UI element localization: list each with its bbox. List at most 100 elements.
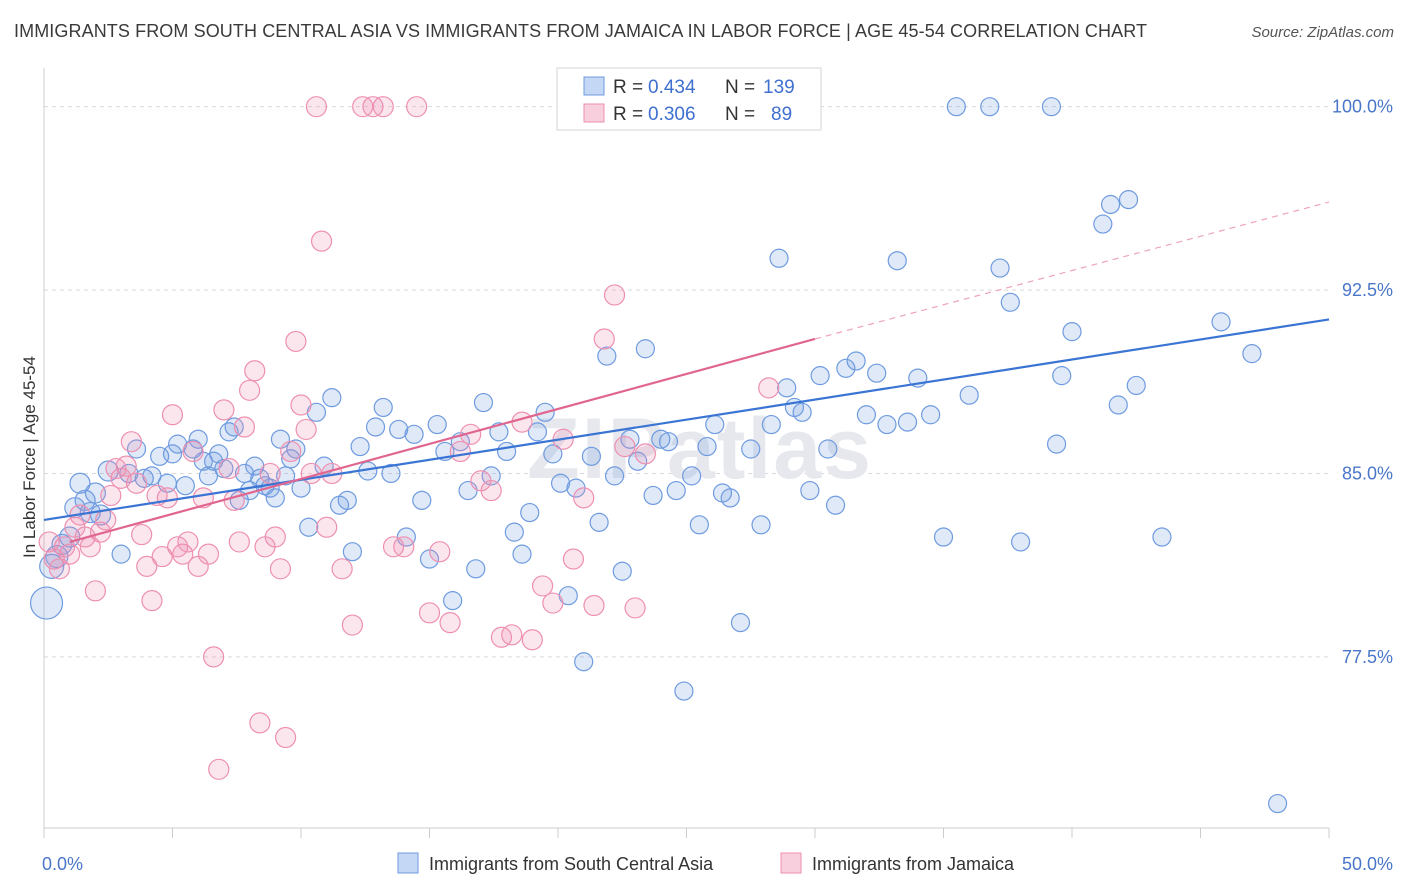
- data-point: [867, 363, 887, 383]
- data-point: [856, 405, 877, 425]
- data-point: [1152, 527, 1172, 547]
- legend-r-label-2: R =: [613, 104, 643, 125]
- legend-r-label-1: R =: [613, 77, 643, 98]
- data-point: [542, 592, 564, 614]
- data-point: [480, 479, 502, 502]
- data-point: [264, 526, 286, 548]
- data-point: [249, 712, 271, 734]
- data-point: [151, 545, 173, 568]
- data-point: [393, 536, 415, 558]
- data-point: [95, 509, 117, 531]
- data-point: [97, 460, 119, 482]
- legend-n-value-1: 139: [763, 77, 795, 98]
- data-point: [689, 515, 709, 535]
- axes: [43, 68, 1330, 838]
- legend-r-value-1: 0.434: [648, 77, 696, 98]
- data-point: [751, 515, 771, 535]
- data-point: [612, 561, 632, 581]
- data-point: [350, 436, 370, 457]
- series-south-central-asia-points: [29, 97, 1288, 814]
- data-point: [761, 414, 781, 435]
- data-point: [182, 440, 204, 463]
- data-point: [520, 502, 540, 523]
- data-point: [48, 558, 71, 580]
- data-point: [218, 457, 240, 480]
- data-point: [183, 439, 203, 459]
- data-point: [136, 555, 158, 577]
- data-point: [597, 346, 617, 366]
- chart-title: IMMIGRANTS FROM SOUTH CENTRAL ASIA VS IM…: [14, 21, 1148, 41]
- data-point: [125, 472, 148, 494]
- data-point: [628, 451, 648, 471]
- data-point: [651, 429, 671, 449]
- data-point: [466, 559, 486, 579]
- data-point: [141, 589, 163, 612]
- bottom-legend-label-pink: Immigrants from Jamaica: [812, 854, 1015, 874]
- data-point: [228, 531, 250, 553]
- data-point: [887, 251, 907, 271]
- data-point: [172, 543, 194, 565]
- bottom-legend-swatch-pink: [780, 852, 802, 874]
- data-point: [406, 96, 428, 118]
- data-point: [1041, 97, 1062, 117]
- data-point: [316, 516, 338, 538]
- data-point: [111, 544, 131, 564]
- data-point: [162, 444, 183, 464]
- data-point: [198, 466, 219, 486]
- data-point: [1010, 532, 1031, 552]
- data-point: [603, 284, 626, 306]
- data-point: [373, 397, 393, 418]
- data-point: [705, 414, 725, 435]
- bottom-legend: Immigrants from South Central Asia Immig…: [397, 852, 1015, 874]
- data-point: [543, 444, 563, 464]
- data-point: [265, 488, 285, 508]
- data-point: [550, 473, 571, 493]
- data-point: [389, 419, 409, 440]
- data-point: [1211, 312, 1231, 332]
- data-point: [192, 487, 214, 509]
- data-point: [203, 646, 225, 668]
- data-point: [674, 681, 694, 701]
- data-point: [418, 602, 441, 624]
- legend-n-label-2: N =: [725, 104, 755, 125]
- data-point: [69, 472, 91, 494]
- data-point: [497, 441, 517, 462]
- data-point: [614, 435, 636, 458]
- data-point: [643, 485, 663, 506]
- legend-swatch-blue: [583, 76, 605, 96]
- data-point: [310, 230, 333, 252]
- data-point: [213, 399, 235, 421]
- data-point: [120, 431, 142, 453]
- data-point: [473, 392, 494, 413]
- data-point: [1108, 395, 1128, 415]
- data-point: [562, 548, 585, 570]
- data-point: [209, 444, 229, 464]
- data-point: [412, 490, 432, 510]
- legend-r-value-2: 0.306: [648, 104, 696, 125]
- bottom-legend-label-blue: Immigrants from South Central Asia: [429, 854, 714, 874]
- data-point: [84, 482, 107, 504]
- source-credit: Source: ZipAtlas.com: [1251, 24, 1394, 41]
- data-point: [427, 414, 447, 435]
- data-point: [946, 97, 966, 117]
- data-point: [682, 466, 702, 486]
- data-point: [521, 629, 543, 651]
- data-point: [527, 422, 548, 442]
- data-point: [959, 385, 979, 405]
- data-point: [100, 484, 122, 507]
- data-point: [583, 594, 605, 617]
- data-point: [295, 418, 317, 441]
- data-point: [825, 495, 846, 515]
- x-tick-label-0: 0.0%: [42, 854, 83, 874]
- data-point: [818, 439, 838, 459]
- data-point: [29, 586, 64, 620]
- data-point: [59, 543, 81, 565]
- data-point: [741, 439, 761, 459]
- data-point: [290, 394, 312, 416]
- data-point: [897, 412, 918, 432]
- trend-line-south-central-asia: [43, 318, 1330, 521]
- data-point: [846, 351, 866, 371]
- data-point: [1267, 793, 1288, 814]
- y-tick-labels: 77.5% 85.0% 92.5% 100.0%: [1332, 97, 1393, 667]
